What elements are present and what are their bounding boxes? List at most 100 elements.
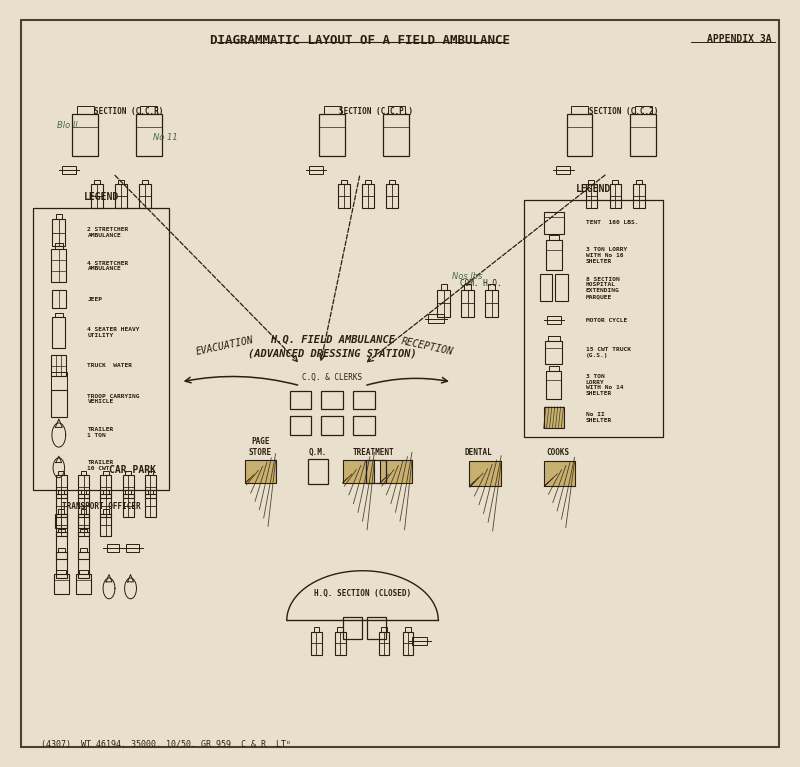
Bar [126,544,139,551]
Bar [342,617,362,639]
Bar [630,114,656,156]
Text: RECEPTION: RECEPTION [401,336,455,357]
Bar [546,240,562,271]
Text: (4307)  WT 46194. 35000. 10/50. GR 959  C & R  LTᴰ: (4307) WT 46194. 35000. 10/50. GR 959 C … [42,740,291,749]
Bar [470,461,502,486]
Bar [636,179,642,184]
Bar [366,460,386,483]
Bar [56,476,66,498]
Bar [80,548,87,551]
Bar [122,495,134,517]
Bar [54,574,69,594]
Bar [81,490,86,495]
Bar [314,627,319,632]
Bar [54,313,63,318]
Bar [56,551,66,578]
Bar [428,314,444,323]
Bar [51,355,66,376]
Bar [91,184,102,208]
Bar [441,284,447,289]
Text: PAGE
STORE: PAGE STORE [249,437,272,457]
Bar [485,289,498,317]
Bar [56,495,66,517]
Text: LEGEND: LEGEND [576,184,611,194]
Bar [139,184,150,208]
Bar [539,274,553,301]
Bar [81,509,86,514]
Bar [555,274,568,301]
Bar [148,490,153,495]
Bar [338,627,343,632]
Bar [322,416,343,435]
Text: LEGEND: LEGEND [83,192,118,202]
Bar [589,179,594,184]
Bar [62,166,76,173]
Bar [55,243,62,249]
Bar [546,370,562,400]
Bar [586,184,597,208]
Bar [103,490,109,495]
Bar [78,476,89,498]
Text: Blo ll: Blo ll [57,120,78,130]
Bar [571,106,588,114]
Bar [106,544,119,551]
Text: H.Q. SECTION (CLOSED): H.Q. SECTION (CLOSED) [314,588,411,597]
Bar [56,514,66,536]
Bar [126,471,131,476]
Text: H.Q. FIELD AMBULANCE
(ADVANCED DRESSING STATION): H.Q. FIELD AMBULANCE (ADVANCED DRESSING … [248,335,417,359]
Bar [53,318,65,347]
Text: COM. H.Q.: COM. H.Q. [460,279,502,288]
Bar [81,471,86,476]
Bar [100,514,111,536]
Text: TRAILER
10 CWT: TRAILER 10 CWT [87,460,114,471]
Bar [634,184,645,208]
Text: 2 STRETCHER
AMBULANCE: 2 STRETCHER AMBULANCE [87,227,129,238]
Text: SECTION (C.C.R): SECTION (C.C.R) [94,107,164,116]
Bar [380,460,412,483]
Bar [100,476,111,498]
Text: SECTION (C.C.P.): SECTION (C.C.P.) [339,107,413,116]
Bar [406,627,410,632]
Text: TREATMENT: TREATMENT [353,448,394,457]
Bar [378,632,390,655]
Text: MOTOR CYCLE: MOTOR CYCLE [586,318,627,323]
Bar [543,407,564,429]
Bar [58,490,64,495]
Text: 8 SECTION
HOSPITAL
EXTENDING
MARQUEE: 8 SECTION HOSPITAL EXTENDING MARQUEE [586,277,619,299]
Bar [290,416,311,435]
Text: TROOP CARRYING
VEHICLE: TROOP CARRYING VEHICLE [87,393,140,404]
Text: JEEP: JEEP [87,297,102,301]
Bar [354,416,375,435]
Bar [136,114,162,156]
Bar [50,390,67,417]
Text: TRUCK  WATER: TRUCK WATER [87,364,133,368]
Bar [544,461,574,486]
Bar [56,214,62,219]
Text: Nos lbs: Nos lbs [452,272,482,281]
Bar [50,372,67,390]
Bar [634,106,652,114]
Bar [523,200,663,437]
Text: 4 SEATER HEAVY
UTILITY: 4 SEATER HEAVY UTILITY [87,327,140,338]
Text: DENTAL: DENTAL [464,448,492,457]
Bar [557,166,570,173]
Bar [389,179,395,184]
Bar [465,284,471,289]
Bar [362,184,374,208]
Bar [387,106,405,114]
Bar [488,284,495,289]
Bar [145,476,156,498]
Bar [461,289,474,317]
Bar [53,219,65,246]
Text: 3 TON
LORRY
WITH No 14
SHELTER: 3 TON LORRY WITH No 14 SHELTER [586,374,623,397]
Bar [546,341,562,364]
Bar [55,514,67,528]
Bar [566,114,592,156]
Bar [77,106,94,114]
Bar [103,471,109,476]
Bar [58,528,65,532]
Bar [122,476,134,498]
Bar [76,574,91,594]
Bar [290,391,311,410]
Bar [307,459,328,484]
